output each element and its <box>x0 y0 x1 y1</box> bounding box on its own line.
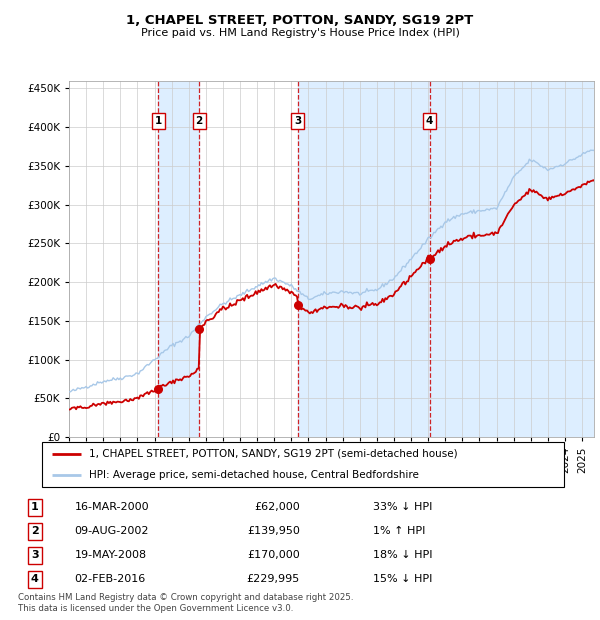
Text: £62,000: £62,000 <box>254 502 300 512</box>
Text: £170,000: £170,000 <box>247 551 300 560</box>
Text: 18% ↓ HPI: 18% ↓ HPI <box>373 551 433 560</box>
Text: 33% ↓ HPI: 33% ↓ HPI <box>373 502 433 512</box>
Text: 3: 3 <box>31 551 39 560</box>
FancyBboxPatch shape <box>42 442 564 487</box>
Text: 4: 4 <box>426 116 433 126</box>
Text: £139,950: £139,950 <box>247 526 300 536</box>
Text: 4: 4 <box>31 574 39 585</box>
Text: 1: 1 <box>31 502 39 512</box>
Text: Price paid vs. HM Land Registry's House Price Index (HPI): Price paid vs. HM Land Registry's House … <box>140 28 460 38</box>
Text: £229,995: £229,995 <box>247 574 300 585</box>
Bar <box>298 81 430 437</box>
Text: 09-AUG-2002: 09-AUG-2002 <box>74 526 149 536</box>
Text: 1: 1 <box>154 116 162 126</box>
Text: 19-MAY-2008: 19-MAY-2008 <box>74 551 146 560</box>
Text: 02-FEB-2016: 02-FEB-2016 <box>74 574 146 585</box>
Text: 2: 2 <box>196 116 203 126</box>
Text: 1, CHAPEL STREET, POTTON, SANDY, SG19 2PT (semi-detached house): 1, CHAPEL STREET, POTTON, SANDY, SG19 2P… <box>89 449 458 459</box>
Text: HPI: Average price, semi-detached house, Central Bedfordshire: HPI: Average price, semi-detached house,… <box>89 470 419 480</box>
Text: 3: 3 <box>294 116 301 126</box>
Text: 16-MAR-2000: 16-MAR-2000 <box>74 502 149 512</box>
Text: 15% ↓ HPI: 15% ↓ HPI <box>373 574 433 585</box>
Bar <box>158 81 199 437</box>
Bar <box>430 81 594 437</box>
Text: 1, CHAPEL STREET, POTTON, SANDY, SG19 2PT: 1, CHAPEL STREET, POTTON, SANDY, SG19 2P… <box>127 14 473 27</box>
Text: Contains HM Land Registry data © Crown copyright and database right 2025.
This d: Contains HM Land Registry data © Crown c… <box>18 593 353 613</box>
Text: 1% ↑ HPI: 1% ↑ HPI <box>373 526 425 536</box>
Text: 2: 2 <box>31 526 39 536</box>
